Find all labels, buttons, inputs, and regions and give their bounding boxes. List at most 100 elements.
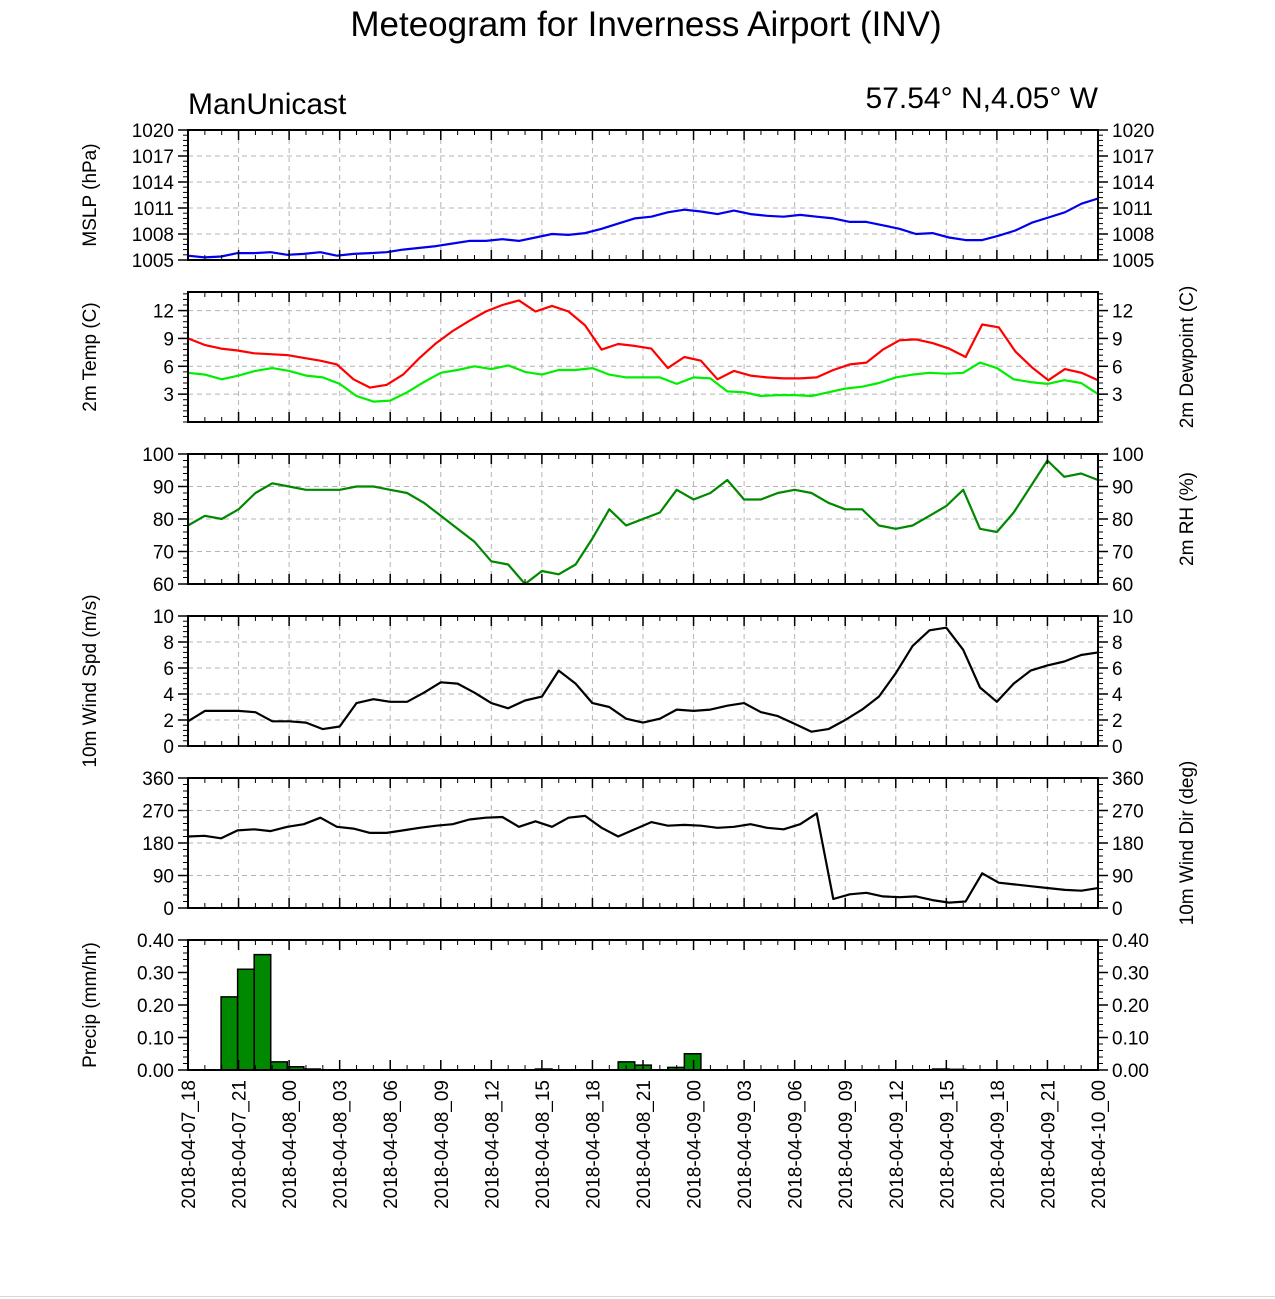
y-tick-label-right: 1017 (1112, 147, 1154, 168)
y-tick-label-right: 90 (1112, 478, 1133, 499)
precip-bar (683, 1053, 702, 1071)
y-tick-label-right: 1005 (1112, 251, 1154, 272)
x-tick-label: 2018-04-09_12 (887, 1080, 908, 1209)
y-tick-label-right: 70 (1112, 543, 1133, 564)
y-tick-label-left: 2 (163, 711, 174, 732)
chart-title: Meteogram for Inverness Airport (INV) (350, 5, 941, 44)
y-tick-label-right: 3 (1112, 385, 1123, 406)
y-tick-label-left: 3 (163, 385, 174, 406)
y-tick-label-right: 360 (1112, 769, 1144, 790)
precip-bar (220, 996, 239, 1071)
x-tick-label: 2018-04-08_06 (381, 1080, 402, 1209)
y-tick-label-right: 10 (1112, 607, 1133, 628)
x-tick-label: 2018-04-09_03 (735, 1080, 756, 1209)
x-tick-label: 2018-04-09_18 (988, 1080, 1009, 1209)
y-tick-label-left: 0.30 (137, 964, 174, 985)
y-tick-label-left: 0.20 (137, 996, 174, 1017)
y-tick-label-left: 1014 (132, 173, 175, 194)
x-tick-label: 2018-04-07_21 (230, 1080, 251, 1209)
y-axis-title-left: 2m Temp (C) (80, 302, 101, 411)
y-tick-label-left: 0 (163, 899, 174, 920)
y-tick-label-left: 8 (163, 633, 174, 654)
x-tick-label: 2018-04-08_00 (280, 1080, 301, 1209)
y-tick-label-left: 90 (153, 867, 174, 888)
y-tick-label-left: 100 (142, 445, 174, 466)
y-tick-label-right: 0.00 (1112, 1061, 1149, 1082)
y-tick-label-right: 1020 (1112, 121, 1154, 142)
y-tick-label-right: 2 (1112, 711, 1123, 732)
y-tick-label-right: 0.40 (1112, 931, 1149, 952)
y-axis-title-left: 10m Wind Spd (m/s) (80, 594, 101, 767)
bottom-rule (0, 1296, 1275, 1297)
panel-1: 1005 1005 1008 1008 1011 1011 1014 1014 1017 1017… (80, 121, 1155, 272)
y-tick-label-left: 1020 (132, 121, 174, 142)
left-subtitle: ManUnicast (188, 88, 347, 121)
y-tick-label-left: 6 (163, 659, 174, 680)
precip-bar (236, 968, 255, 1071)
y-axis-title-right: 2m RH (%) (1177, 472, 1198, 566)
precip-bar (269, 1061, 289, 1071)
y-axis-title-right: 10m Wind Dir (deg) (1177, 761, 1198, 926)
x-tick-label: 2018-04-08_12 (482, 1080, 503, 1209)
x-tick-label: 2018-04-09_21 (1038, 1080, 1059, 1209)
y-tick-label-left: 9 (163, 329, 174, 350)
y-tick-label-left: 12 (153, 302, 174, 323)
y-tick-label-left: 360 (142, 769, 174, 790)
y-tick-label-left: 90 (153, 478, 174, 499)
y-tick-label-right: 100 (1112, 445, 1144, 466)
y-tick-label-left: 180 (142, 834, 174, 855)
panel-5: 0 0 90 90 180 180 270 270 360 360 10m Wind Dir (de… (142, 761, 1198, 926)
y-tick-label-right: 1008 (1112, 225, 1154, 246)
x-tick-label: 2018-04-09_09 (836, 1080, 857, 1209)
y-tick-label-right: 1011 (1112, 199, 1153, 220)
series-line-2 (187, 361, 1099, 403)
y-tick-label-right: 60 (1112, 575, 1133, 596)
y-tick-label-left: 1005 (132, 251, 174, 272)
panel-frame (187, 939, 1099, 1071)
y-axis-title-right: 2m Dewpoint (C) (1177, 286, 1198, 429)
y-tick-label-right: 4 (1112, 685, 1123, 706)
y-tick-label-left: 270 (142, 802, 174, 823)
x-tick-label: 2018-04-08_09 (432, 1080, 453, 1209)
precip-bar (253, 953, 272, 1071)
y-tick-label-left: 4 (163, 685, 174, 706)
x-tick-label: 2018-04-08_18 (583, 1080, 604, 1209)
panel-2: 3 3 6 6 9 9 12 12 2m Temp (C) 2m Dewpoint (C) (80, 286, 1198, 429)
y-tick-label-left: 1017 (132, 147, 174, 168)
y-tick-label-left: 6 (163, 357, 174, 378)
y-tick-label-left: 0 (163, 737, 174, 758)
y-tick-label-left: 1008 (132, 225, 174, 246)
y-tick-label-left: 70 (153, 543, 174, 564)
y-tick-label-right: 9 (1112, 329, 1123, 350)
y-tick-label-right: 6 (1112, 659, 1123, 680)
y-tick-label-right: 0.30 (1112, 964, 1149, 985)
x-tick-label: 2018-04-10_00 (1089, 1080, 1110, 1209)
y-tick-label-right: 0 (1112, 737, 1123, 758)
series-line-1 (187, 299, 1099, 389)
y-axis-title-left: MSLP (hPa) (80, 143, 101, 246)
x-tick-label: 2018-04-07_18 (179, 1080, 200, 1209)
y-tick-label-right: 8 (1112, 633, 1123, 654)
y-tick-label-right: 6 (1112, 357, 1123, 378)
y-tick-label-right: 90 (1112, 867, 1133, 888)
x-tick-label: 2018-04-09_15 (937, 1080, 958, 1209)
y-tick-label-right: 80 (1112, 510, 1133, 531)
y-tick-label-right: 0.10 (1112, 1029, 1149, 1050)
y-tick-label-left: 60 (153, 575, 174, 596)
panel-3: 60 60 70 70 80 80 90 90 100 100 2m RH (%) (142, 445, 1198, 596)
y-tick-label-right: 0.20 (1112, 996, 1149, 1017)
x-tick-label: 2018-04-09_06 (786, 1080, 807, 1209)
y-tick-label-right: 1014 (1112, 173, 1155, 194)
y-tick-label-left: 1011 (133, 199, 174, 220)
x-tick-label: 2018-04-08_03 (331, 1080, 352, 1209)
right-subtitle: 57.54° N,4.05° W (866, 82, 1099, 115)
panel-4: 0 0 2 2 4 4 6 6 8 8 10 10 10m Wind Spd (m/s) (80, 594, 1133, 767)
x-tick-label: 2018-04-08_15 (533, 1080, 554, 1209)
y-tick-label-left: 80 (153, 510, 174, 531)
y-tick-label-left: 0.10 (137, 1029, 174, 1050)
series-line-1 (187, 459, 1099, 586)
panel-6: 0.00 0.00 0.10 0.10 0.20 0.20 0.30 0.30 0.40 0.40… (80, 931, 1149, 1082)
y-tick-label-right: 0 (1112, 899, 1123, 920)
y-tick-label-left: 10 (153, 607, 174, 628)
